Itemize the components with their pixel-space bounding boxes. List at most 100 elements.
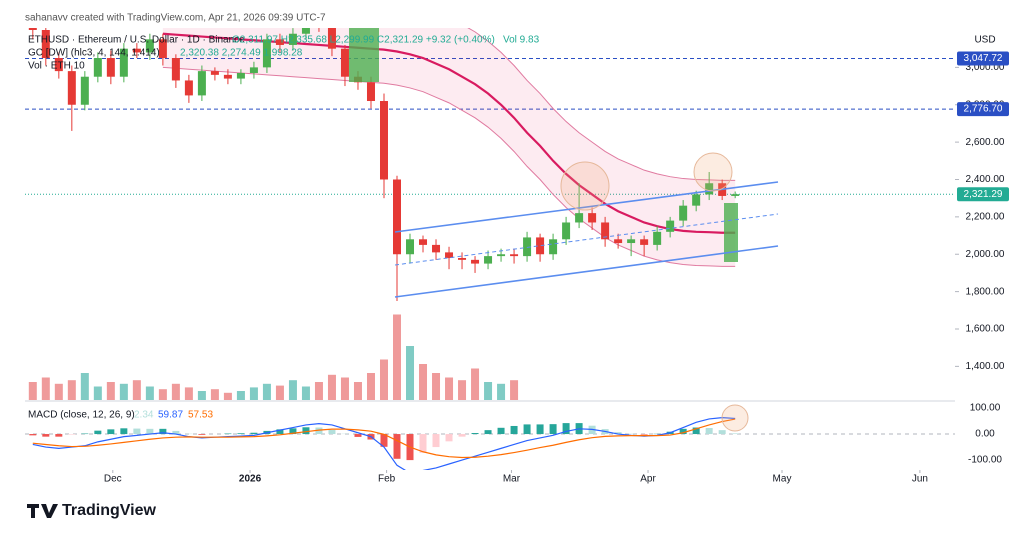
watermark: sahanavv created with TradingView.com, A… <box>25 13 326 24</box>
ohlc-values: O2,311.97 H2,335.68 L2,299.99 C2,321.29 … <box>232 35 495 46</box>
volume-bar <box>185 387 193 400</box>
macd-histogram-bar <box>524 424 531 434</box>
volume-bar <box>120 384 128 400</box>
candle-body <box>406 239 414 254</box>
volume-bar <box>406 346 414 400</box>
y-tick-label: 2,400.00 <box>966 174 1005 185</box>
macd-histogram-bar <box>133 429 140 434</box>
candle-body <box>172 58 180 80</box>
macd-histogram-bar <box>732 433 739 434</box>
macd-histogram-bar <box>446 434 453 441</box>
highlight-circle <box>561 162 609 210</box>
volume-bar <box>211 389 219 400</box>
candle-body <box>484 256 492 263</box>
candle-body <box>185 80 193 95</box>
macd-histogram-bar <box>250 433 257 434</box>
candle-body <box>68 71 76 105</box>
volume-bar <box>198 391 206 400</box>
macd-histogram-bar <box>42 434 49 437</box>
macd-histogram-bar <box>485 430 492 434</box>
symbol: ETHUSD · Ethereum / U.S. Dollar · 1D · B… <box>28 35 245 46</box>
volume-bar <box>341 378 349 401</box>
volume-bar <box>380 360 388 401</box>
volume-bar <box>276 386 284 400</box>
y-tick-label: 2,200.00 <box>966 212 1005 223</box>
volume-bar <box>94 387 102 401</box>
volume-bar <box>289 380 297 400</box>
volume-value: Vol 9.83 <box>503 35 540 46</box>
x-tick-label: 2026 <box>239 474 262 485</box>
volume-bar <box>172 384 180 400</box>
volume-bar <box>224 393 232 400</box>
candle-body <box>640 239 648 245</box>
macd-histogram-bar <box>55 434 62 437</box>
macd-histogram-bar <box>537 424 544 434</box>
candle-body <box>562 222 570 239</box>
candle-body <box>237 73 245 79</box>
macd-histogram-bar <box>328 430 335 434</box>
volume-bar <box>81 373 89 400</box>
macd-histogram-bar <box>29 434 36 435</box>
brand-name: TradingView <box>62 502 157 519</box>
volume-bar <box>55 384 63 400</box>
candle-body <box>497 254 505 256</box>
macd-histogram-bar <box>511 426 518 434</box>
y-tick-label: 2,600.00 <box>966 137 1005 148</box>
macd-histogram-bar <box>302 427 309 434</box>
volume-bar <box>42 378 50 401</box>
macd-histogram-bar <box>706 428 713 434</box>
candle-body <box>94 58 102 77</box>
macd-histogram-bar <box>107 429 114 434</box>
candle-body <box>107 58 115 77</box>
highlight-circle <box>694 153 732 191</box>
candle-body <box>666 221 674 232</box>
volume-bar <box>263 384 271 400</box>
volume-bar <box>432 373 440 400</box>
volume-bar <box>250 387 258 400</box>
macd-tick-label: -100.00 <box>968 455 1002 466</box>
volume-bar <box>419 364 427 400</box>
candle-body <box>471 260 479 264</box>
macd-histogram-bar <box>550 424 557 434</box>
macd-title: MACD (close, 12, 26, 9) <box>28 410 135 421</box>
macd-histogram-bar <box>354 434 361 437</box>
macd-histogram-bar <box>81 434 88 435</box>
candle-body <box>198 71 206 95</box>
candle-body <box>419 239 427 245</box>
last-price-label: 2,321.29 <box>964 189 1003 200</box>
highlight-circle <box>722 405 748 431</box>
volume-bar <box>393 315 401 401</box>
candle-body <box>250 67 258 73</box>
candle-body <box>731 194 739 196</box>
volume-bar <box>107 382 115 400</box>
macd-tick-label: 100.00 <box>970 403 1001 414</box>
volume-bar <box>302 387 310 401</box>
volume-bar <box>367 373 375 400</box>
macd-histogram-bar <box>94 431 101 434</box>
macd-histogram-bar <box>433 434 440 447</box>
x-tick-label: Mar <box>503 474 521 485</box>
volume-bar <box>510 380 518 400</box>
macd-histogram-bar <box>237 433 244 434</box>
volume-bar <box>354 382 362 400</box>
candle-body <box>458 258 466 260</box>
macd-histogram-bar <box>719 430 726 434</box>
candle-body <box>211 71 219 75</box>
volume-bar <box>484 382 492 400</box>
indicator-label: GC [DW] (hlc3, 4, 144, 1.414) <box>28 48 160 59</box>
macd-hist-value: 2.34 <box>134 410 154 421</box>
x-tick-label: Dec <box>104 474 122 485</box>
currency: USD <box>974 35 995 46</box>
candle-body <box>653 232 661 245</box>
y-tick-label: 1,800.00 <box>966 286 1005 297</box>
candle-body <box>367 82 375 101</box>
volume-bar <box>68 380 76 400</box>
volume-bar <box>133 380 141 400</box>
candle-body <box>380 101 388 179</box>
candle-body <box>575 213 583 222</box>
volume-bar <box>29 382 37 400</box>
x-tick-label: Apr <box>640 474 656 485</box>
candle-body <box>679 206 687 221</box>
y-tick-label: 2,000.00 <box>966 249 1005 260</box>
